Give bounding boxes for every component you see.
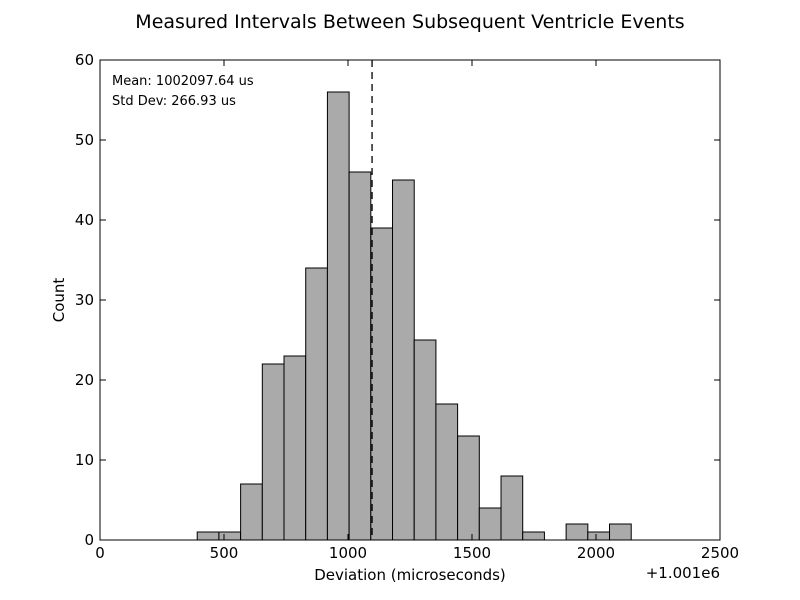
histogram-bar [587,531,611,541]
y-axis-label: Count [50,278,68,323]
y-tick-label: 20 [75,371,94,389]
x-tick-label: 1500 [453,544,491,562]
x-tick-label: 1000 [329,544,367,562]
histogram-bar [196,531,220,541]
bars-group [196,91,632,541]
histogram-bar [370,227,394,541]
histogram-bar [500,475,524,541]
histogram-bar [478,507,502,541]
histogram-bar [522,531,545,541]
mean-annotation: Mean: 1002097.64 us [112,74,254,89]
histogram-bar [348,171,372,541]
histogram-bar [565,523,589,541]
histogram-bar [240,483,263,541]
histogram-bar [609,523,632,541]
chart-title: Measured Intervals Between Subsequent Ve… [135,11,684,33]
y-tick-label: 50 [75,131,94,149]
histogram-bar [457,435,480,541]
x-tick-label: 2500 [701,544,739,562]
x-axis-label: Deviation (microseconds) [314,566,506,584]
y-tick-label: 10 [75,451,94,469]
histogram-bar [413,339,437,541]
histogram-bar [261,363,285,541]
y-tick-label: 0 [84,531,94,549]
x-tick-label: 2000 [577,544,615,562]
x-tick-label: 500 [210,544,239,562]
histogram-bar [326,91,350,541]
x-offset-label: +1.001e6 [646,564,720,582]
x-tick-label: 0 [95,544,105,562]
std-annotation: Std Dev: 266.93 us [112,94,236,109]
y-tick-label: 40 [75,211,94,229]
y-tick-label: 30 [75,291,94,309]
y-tick-label: 60 [75,51,94,69]
histogram-bar [392,179,415,541]
histogram-bar [305,267,328,541]
ticks-group: 0 500 1000 1500 2000 2500 0 10 20 30 40 50 60 [75,51,739,562]
histogram-bar [218,531,242,541]
histogram-bar [283,355,307,541]
histogram-bar [435,403,459,541]
